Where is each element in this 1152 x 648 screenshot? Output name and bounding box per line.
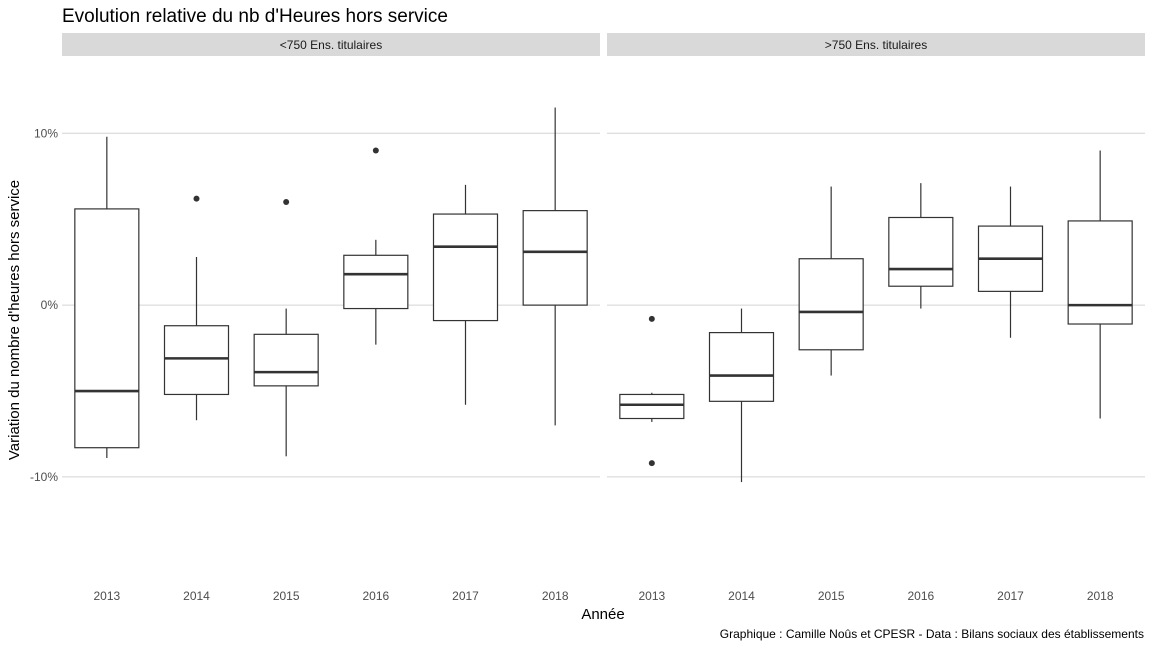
- box-iqr: [1067, 220, 1133, 325]
- box-2016: [888, 183, 954, 309]
- box-2015: [253, 199, 319, 457]
- y-axis-title: Variation du nombre d'heures hors servic…: [6, 180, 23, 460]
- y-tick-label: 0%: [41, 298, 59, 312]
- box-2014: [708, 308, 775, 483]
- x-tick-label: 2017: [452, 589, 479, 603]
- box-iqr: [619, 393, 685, 420]
- x-tick-label: 2015: [273, 589, 300, 603]
- x-tick-label: 2018: [1087, 589, 1114, 603]
- y-tick-label: 10%: [34, 126, 58, 140]
- x-tick-label: 2017: [997, 589, 1024, 603]
- panels: <750 Ens. titulaires -10% 0% 10% 2013 2014 201…: [30, 33, 1145, 603]
- x-tick-label: 2016: [362, 589, 389, 603]
- box-2017: [432, 184, 499, 405]
- outlier-point: [648, 460, 655, 467]
- strip-background: [607, 33, 1145, 56]
- x-tick-label: 2018: [542, 589, 569, 603]
- x-axis-title: Année: [581, 606, 624, 623]
- box-iqr: [163, 325, 230, 396]
- outlier-point: [283, 199, 290, 206]
- box-2014: [163, 195, 230, 421]
- strip-background: [62, 33, 600, 56]
- x-tick-label: 2016: [907, 589, 934, 603]
- x-tick-label: 2014: [728, 589, 755, 603]
- panel-2: >750 Ens. titulaires 2013 2014 2015 2016 2017…: [607, 33, 1145, 603]
- x-tick-label: 2013: [638, 589, 665, 603]
- chart-caption: Graphique : Camille Noûs et CPESR - Data…: [720, 627, 1144, 641]
- x-tick-label: 2015: [818, 589, 845, 603]
- strip-label: >750 Ens. titulaires: [825, 38, 927, 52]
- box-2017: [977, 186, 1044, 338]
- strip-label: <750 Ens. titulaires: [280, 38, 382, 52]
- box-iqr: [253, 333, 319, 387]
- box-iqr: [798, 258, 864, 351]
- box-2015: [798, 186, 864, 376]
- outlier-point: [648, 315, 655, 322]
- box-2018: [522, 107, 588, 426]
- box-2018: [1067, 150, 1133, 419]
- y-tick-label: -10%: [30, 470, 58, 484]
- chart-title: Evolution relative du nb d'Heures hors s…: [62, 6, 448, 27]
- box-iqr: [708, 332, 775, 402]
- box-2016: [343, 147, 409, 345]
- panel-1: <750 Ens. titulaires -10% 0% 10% 2013 2014 201…: [30, 33, 600, 603]
- box-iqr: [74, 208, 140, 449]
- box-iqr: [343, 254, 409, 310]
- box-iqr: [522, 210, 588, 306]
- x-tick-label: 2013: [93, 589, 120, 603]
- outlier-point: [372, 147, 379, 154]
- box-iqr: [888, 216, 954, 287]
- box-iqr: [432, 213, 499, 322]
- box-2013: [619, 315, 685, 467]
- x-tick-label: 2014: [183, 589, 210, 603]
- outlier-point: [193, 195, 200, 202]
- box-2013: [74, 136, 140, 459]
